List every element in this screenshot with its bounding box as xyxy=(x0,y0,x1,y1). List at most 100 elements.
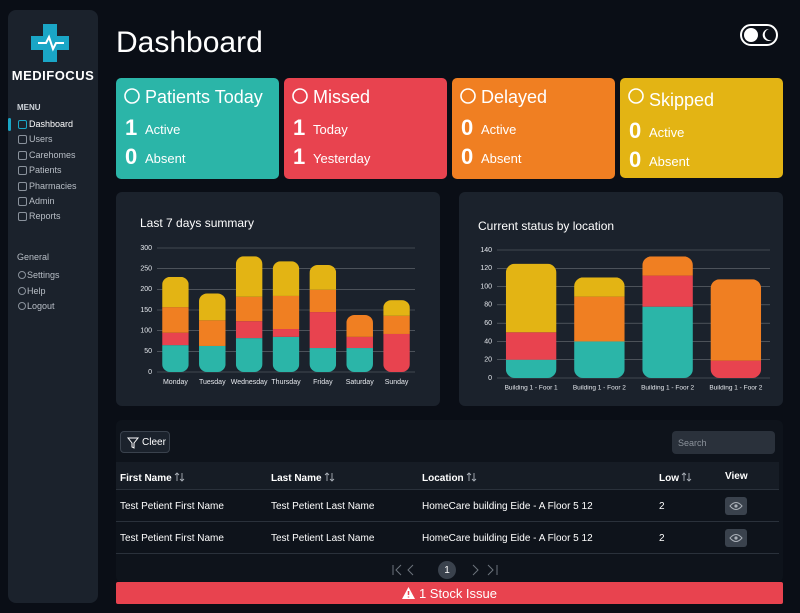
general-icon xyxy=(18,271,26,279)
pagination-current: 1 xyxy=(444,565,450,576)
chart-panel: Last 7 days summary 0 50 100 150 200 250 300 Mon… xyxy=(116,192,440,406)
column-header-text: View xyxy=(725,471,748,482)
card-count: 1 xyxy=(125,115,138,140)
y-tick-label: 60 xyxy=(484,320,492,327)
card-icon-shape xyxy=(124,88,140,104)
bar-segment xyxy=(505,263,557,333)
eye-icon xyxy=(729,534,743,542)
general-item[interactable]: Help xyxy=(27,285,46,296)
bar-segment xyxy=(162,332,189,346)
bar-stack xyxy=(574,277,625,378)
x-tick-label: Sunday xyxy=(385,379,409,386)
sort-arrows xyxy=(324,472,334,482)
menu-item[interactable]: Reports xyxy=(29,211,61,222)
page-title: Dashboard xyxy=(116,26,263,59)
bar-segment xyxy=(272,329,300,337)
bar-stack xyxy=(162,276,189,372)
card-title: Missed xyxy=(313,87,371,107)
card-icon xyxy=(124,88,140,104)
theme-toggle[interactable] xyxy=(740,24,778,46)
chart: Last 7 days summary 0 50 100 150 200 250 300 Mon… xyxy=(140,216,415,386)
sort-icon xyxy=(466,472,476,482)
menu-item[interactable]: Dashboard xyxy=(29,119,74,129)
sort-arrows xyxy=(174,472,185,482)
x-tick-label: Building 1 - Foor 2 xyxy=(641,385,694,392)
menu-heading: MENU xyxy=(17,103,41,112)
general-heading: General xyxy=(17,252,50,262)
menu-icon xyxy=(18,150,27,160)
chart-title: Current status by location xyxy=(478,219,614,233)
card-count: 0 xyxy=(125,144,138,169)
x-tick-label: Building 1 - Foor 2 xyxy=(573,385,626,392)
filter-button[interactable]: Cleer xyxy=(120,431,170,453)
card-count: 1 xyxy=(293,115,306,140)
bar-segment xyxy=(272,295,300,330)
menu-icon xyxy=(18,197,27,206)
bar-segment xyxy=(235,338,263,372)
card-title: Delayed xyxy=(481,87,548,107)
column-header[interactable]: Low xyxy=(659,471,692,484)
chart: Current status by location 0 20 40 60 80 100 12… xyxy=(478,219,770,392)
general-item[interactable]: Logout xyxy=(27,301,55,311)
table-panel: Cleer Search First Name Last Name Location Lo… xyxy=(116,420,783,582)
chart-panel: Current status by location 0 20 40 60 80 100 12… xyxy=(459,192,783,406)
menu-item[interactable]: Admin xyxy=(29,196,55,206)
menu-item[interactable]: Pharmacies xyxy=(29,180,77,191)
bar-segment xyxy=(235,296,263,322)
view-button[interactable] xyxy=(725,529,747,547)
filter-shape xyxy=(126,437,140,449)
x-tick-label: Saturday xyxy=(346,379,375,386)
y-tick-label: 40 xyxy=(484,338,492,345)
general-icon xyxy=(18,302,26,310)
table-header-row xyxy=(116,462,779,490)
card-icon xyxy=(628,88,644,104)
menu-icon xyxy=(18,181,27,191)
logo-line xyxy=(38,34,64,52)
card-label: Absent xyxy=(481,151,522,166)
bar-segment xyxy=(346,336,373,349)
bar-segment xyxy=(199,345,226,372)
bar-segment xyxy=(383,300,410,316)
general-item[interactable]: Settings xyxy=(27,270,60,280)
x-tick-label: Building 1 - Foor 2 xyxy=(709,385,762,392)
card-count: 0 xyxy=(629,118,642,143)
y-tick-label: 100 xyxy=(480,283,492,290)
bar-stack xyxy=(505,263,557,378)
menu-icon xyxy=(18,120,27,129)
stock-alert[interactable]: 1 Stock Issue xyxy=(116,582,783,604)
column-header[interactable]: Location xyxy=(422,471,476,484)
y-tick-label: 150 xyxy=(140,307,152,314)
card-title: Skipped xyxy=(649,90,715,110)
pagination-current-bg xyxy=(438,561,456,579)
column-header[interactable]: View xyxy=(725,471,748,482)
sidebar: MEDIFOCUS MENU Dashboard Users Carehomes Pati… xyxy=(8,10,98,603)
menu-item[interactable]: Patients xyxy=(29,165,62,176)
bar-segment xyxy=(710,279,762,361)
bar-segment xyxy=(309,312,337,349)
card-label: Absent xyxy=(649,154,690,169)
y-tick-label: 200 xyxy=(140,286,152,293)
column-header[interactable]: Last Name xyxy=(271,471,334,484)
eye-shape xyxy=(729,502,743,510)
column-header[interactable]: First Name xyxy=(120,471,185,484)
bar-segment xyxy=(505,332,557,360)
table-cell: Test Petient Last Name xyxy=(271,533,375,544)
bar-segment xyxy=(199,293,226,321)
active-marker xyxy=(8,118,11,131)
table-cell: Test Petient First Name xyxy=(120,501,224,512)
menu-icon xyxy=(18,135,27,145)
search-input[interactable]: Search xyxy=(672,431,775,454)
y-tick-label: 300 xyxy=(140,245,152,252)
x-tick-label: Thursday xyxy=(271,379,301,386)
menu-item[interactable]: Carehomes xyxy=(29,149,76,160)
bar-segment xyxy=(505,359,557,378)
y-tick-label: 0 xyxy=(488,375,492,382)
menu-item[interactable]: Users xyxy=(29,134,53,145)
card-icon-shape xyxy=(292,88,308,104)
bar-segment xyxy=(162,345,189,372)
bar-segment xyxy=(162,276,189,308)
pagination: 1 xyxy=(392,561,498,579)
pagination-arrow xyxy=(407,564,414,576)
card-icon-shape xyxy=(628,88,644,104)
view-button[interactable] xyxy=(725,497,747,515)
